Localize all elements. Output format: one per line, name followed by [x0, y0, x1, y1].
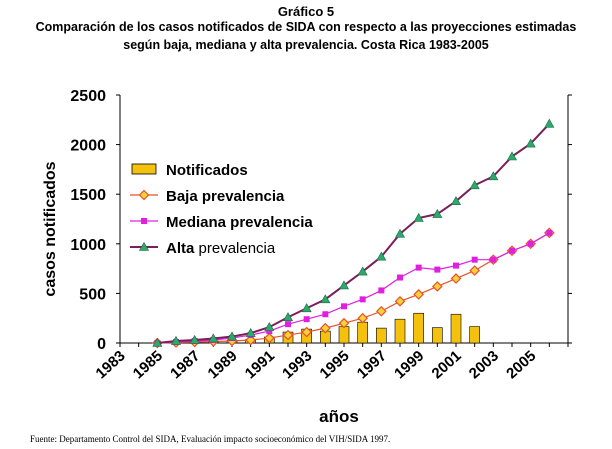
point-baja-prevalencia [319, 322, 331, 334]
x-tick-label: 1997 [354, 347, 390, 382]
point-alta-prevalencia [152, 337, 163, 347]
x-tick-label: 1995 [316, 347, 352, 382]
point-mediana-prevalencia [490, 256, 497, 263]
point-baja-prevalencia [431, 281, 443, 292]
x-tick-label: 1989 [204, 347, 240, 382]
point-mediana-prevalencia [509, 247, 515, 254]
point-alta-prevalencia [376, 251, 387, 261]
point-mediana-prevalencia [378, 287, 385, 294]
point-mediana-prevalencia [527, 240, 534, 247]
point-mediana-prevalencia [359, 296, 366, 303]
point-baja-prevalencia [394, 295, 406, 307]
legend-label-mediana-prevalencia: Mediana prevalencia [166, 214, 313, 231]
point-alta-prevalencia [544, 118, 555, 128]
x-tick-label: 1999 [391, 347, 427, 382]
point-baja-prevalencia [357, 312, 369, 324]
point-alta-prevalencia [264, 322, 275, 331]
point-mediana-prevalencia [303, 316, 310, 323]
bar-notificados [469, 326, 480, 344]
legend-swatch-notificados [131, 163, 157, 175]
point-alta-prevalencia [394, 228, 406, 238]
point-alta-prevalencia [338, 280, 350, 290]
y-tick-label: 1000 [70, 237, 106, 254]
x-tick-label: 2005 [503, 347, 539, 382]
source-note: Fuente: Departamento Control del SIDA, E… [30, 434, 391, 444]
point-alta-prevalencia [226, 331, 238, 341]
y-tick-label: 2000 [70, 138, 106, 155]
point-mediana-prevalencia [285, 321, 291, 328]
bar-notificados [376, 327, 387, 344]
legend-marker-alta-prevalencia [138, 241, 150, 251]
point-mediana-prevalencia [322, 311, 329, 318]
legend-label-alta-prevalencia: Alta prevalencia [166, 240, 276, 257]
x-tick-label: 1993 [279, 347, 315, 382]
y-tick-label: 2500 [70, 88, 106, 105]
chart-title-line-1: Comparación de los casos notificados de … [35, 20, 577, 34]
point-alta-prevalencia [469, 180, 480, 190]
point-alta-prevalencia [208, 333, 219, 343]
point-alta-prevalencia [320, 294, 331, 304]
point-alta-prevalencia [189, 334, 200, 344]
point-alta-prevalencia [413, 212, 424, 222]
bar-notificados [450, 313, 462, 344]
legend-label-notificados: Notificados [166, 162, 248, 179]
bar-notificados [338, 326, 350, 344]
point-mediana-prevalencia [434, 266, 441, 273]
bar-notificados [357, 321, 368, 344]
figure-label: Gráfico 5 [277, 4, 335, 19]
bar-notificados [394, 318, 406, 344]
bar-notificados [432, 327, 443, 344]
point-mediana-prevalencia [415, 264, 422, 271]
point-baja-prevalencia [338, 317, 350, 329]
point-baja-prevalencia [282, 329, 294, 341]
point-baja-prevalencia [375, 305, 387, 317]
point-baja-prevalencia [469, 265, 481, 276]
x-tick-label: 2003 [466, 347, 502, 382]
point-mediana-prevalencia [397, 274, 403, 281]
chart-title-line-2: según baja, mediana y alta prevalencia. … [123, 38, 489, 52]
line-mediana-prevalencia [157, 232, 550, 344]
point-baja-prevalencia [450, 273, 462, 284]
point-alta-prevalencia [488, 171, 499, 181]
line-baja-prevalencia [157, 232, 550, 344]
line-alta-prevalencia [157, 123, 551, 344]
legend-label-baja-prevalencia: Baja prevalencia [166, 188, 285, 205]
point-baja-prevalencia [301, 326, 313, 338]
point-alta-prevalencia [282, 312, 294, 322]
point-mediana-prevalencia [341, 303, 347, 310]
legend-marker-baja-prevalencia [138, 189, 150, 201]
point-alta-prevalencia [450, 196, 462, 205]
y-tick-label: 0 [97, 336, 106, 353]
point-alta-prevalencia [506, 151, 518, 161]
point-baja-prevalencia [413, 289, 425, 300]
bar-notificados [413, 312, 424, 344]
y-axis-label: casos notificados [42, 161, 59, 296]
point-alta-prevalencia [301, 303, 312, 313]
point-mediana-prevalencia [453, 262, 459, 269]
point-mediana-prevalencia [546, 229, 553, 236]
point-baja-prevalencia [263, 332, 275, 344]
x-tick-label: 1991 [242, 347, 278, 382]
point-alta-prevalencia [170, 335, 182, 345]
y-tick-label: 1500 [70, 187, 106, 204]
x-tick-label: 2001 [428, 347, 464, 382]
x-tick-label: 1987 [167, 347, 203, 382]
x-tick-label: 1985 [130, 347, 166, 382]
point-alta-prevalencia [432, 208, 443, 218]
point-mediana-prevalencia [266, 328, 273, 335]
point-alta-prevalencia [357, 266, 368, 276]
point-mediana-prevalencia [471, 256, 478, 263]
x-axis-label: años [319, 407, 359, 426]
y-tick-label: 500 [79, 286, 106, 303]
point-alta-prevalencia [525, 138, 536, 148]
legend-marker-mediana-prevalencia [141, 218, 147, 224]
point-alta-prevalencia [245, 327, 256, 337]
